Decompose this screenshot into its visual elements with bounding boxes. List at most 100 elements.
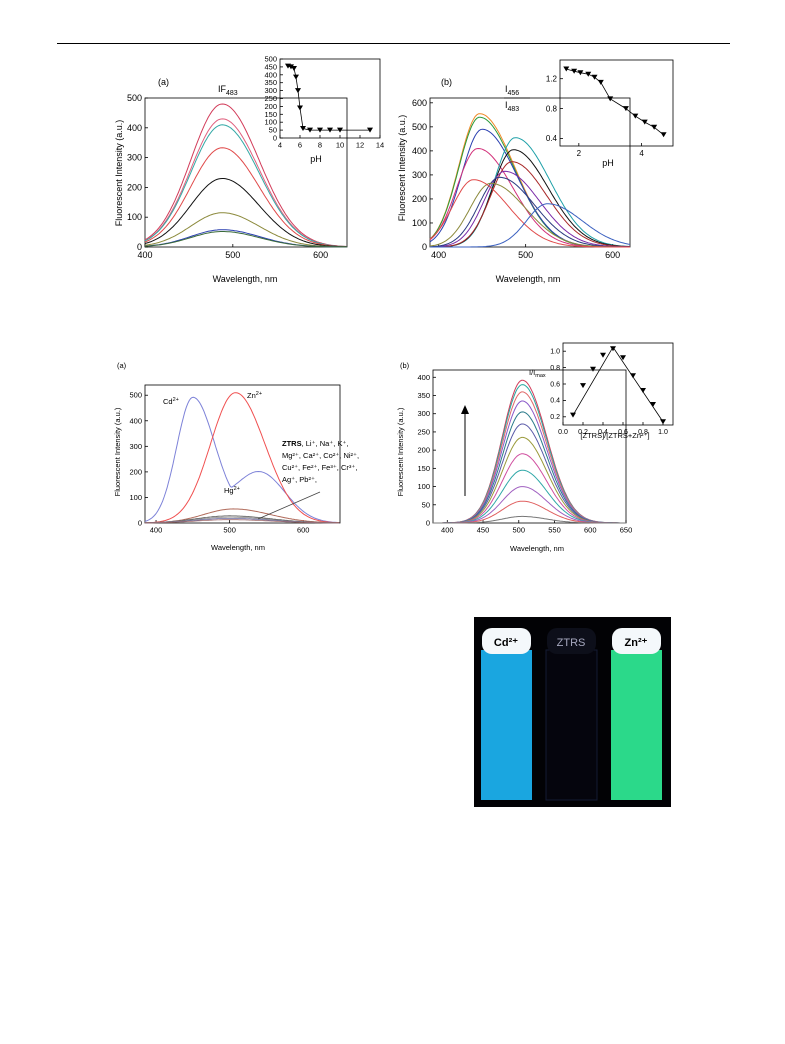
fig1a-inset-point [307,127,313,133]
fig1b-xtick-label: 600 [605,250,620,260]
fig1b-inset-num-sub: 456 [508,90,520,97]
fig1b-inset-point [632,113,639,119]
fig1a-series-line [144,103,348,247]
fig2a-ytick-label: 300 [129,442,142,451]
fig1a-inset-label-main: IF [218,84,227,94]
fig1a-inset-point [293,74,299,80]
fig1b-plot: 400 500 600 0 100 200 300 400 500 600 [412,97,631,260]
fig2b-inset-xlabel: [ZTRS]/[ZTRS+Zn²⁺] [580,431,649,440]
fig2b-series-line [433,400,626,524]
fig1b-inset-point [597,79,604,85]
fig1b-series-line [429,179,630,248]
fig2b-inset-xtick-label: 0.6 [618,429,628,436]
fig2a-ytick-label: 100 [129,493,142,502]
fig1b-inset-xtick-label: 4 [639,149,644,158]
fig1b-ytick-label: 600 [412,98,427,108]
fig1a-inset-label-sub: 483 [226,90,238,97]
fig1b-inset-point [651,124,658,130]
fig2b-inset-ylabel-main: I/I [529,368,535,377]
fig1a-series-line [144,147,348,248]
fig1a-xtick-label: 500 [225,250,240,260]
fig2a-ion-list-1: ZTRS, Li⁺, Na⁺, K⁺, [282,439,348,448]
fig1a-xtick-label: 600 [313,250,328,260]
fig2b-inset-ytick-label: 0.4 [550,398,560,405]
fig2a-hg-annotation: Hg2+ [224,486,240,495]
fig1a-inset-xtick-label: 14 [376,141,384,150]
fig2b-series-line [433,391,626,524]
fig1b-series-line [429,170,630,248]
fig2b-ytick-label: 300 [417,409,430,418]
fig2b-panel: (b) Fluorescent Intensity (a.u.) Wavelen… [396,342,674,553]
cuvette-cd [481,650,532,800]
fig1b-inset-den-main: I [505,100,508,110]
fig1b-label: (b) [441,77,452,87]
fig1a-xlabel: Wavelength, nm [213,274,278,284]
fig2b-ylabel: Fluorescent Intensity (a.u.) [396,407,405,496]
fig1b-inset-xtick-label: 2 [577,149,582,158]
fig1b-inset-point [641,119,648,125]
fig1b-series-line [429,182,630,248]
fig2b-inset-point [610,346,616,352]
fig1a-inset-ytick-label: 200 [264,102,277,111]
fig1a-inset-point [327,127,333,133]
fig1a-inset-xtick-label: 4 [278,141,282,150]
fig2a-ion-list-3: Cu²⁺, Fe²⁺, Fe³⁺, Cr³⁺, [282,463,357,472]
fig1a-series-line [144,124,348,248]
fig1b-inset-point [660,132,667,138]
fig1b-inset-ytick-label: 0.4 [546,134,558,143]
fig1b-inset-point [591,74,598,80]
fig1b-xtick-label: 400 [431,250,446,260]
fig1a-inset-xtick-label: 6 [298,141,302,150]
fig1b-xlabel: Wavelength, nm [496,274,561,284]
cuvette-cd-cap [482,628,531,654]
fig1b-series-line [429,176,630,248]
fig2b-ytick-label: 250 [417,427,430,436]
fig2b-inset-xtick-label: 0.2 [578,429,588,436]
fig2a-cd-text: Cd [163,397,173,406]
fig2b-ytick-label: 50 [422,500,430,509]
fig1b-ytick-label: 0 [422,242,427,252]
fig2a-ion-list-1-rest: , Li⁺, Na⁺, K⁺, [302,439,349,448]
fig2a-ion-list-4: Ag⁺, Pb²⁺, [282,475,317,484]
fig2b-inset-point [600,352,606,358]
fig1b-series-line [429,161,630,248]
fig2b-series-line [433,469,626,524]
fig2b-inset: 0.0 0.2 0.4 0.6 0.8 1.0 0.2 0.4 0.6 0.8 1.0 [550,342,674,436]
fig1b-inset-point [622,106,629,112]
fig1b-inset-ytick-label: 1.2 [546,74,558,83]
fig1b-inset-frame [559,59,674,147]
fig2b-frame [432,369,627,524]
fig1a-ytick-label: 100 [127,212,142,222]
cuvette-zn [611,650,662,800]
fig1a-inset-ytick-label: 300 [264,86,277,95]
fig2a-pointer-line [257,491,321,520]
fig1a-inset-xtick-label: 8 [318,141,322,150]
fig2b-series-line [433,436,626,524]
fig2a-label: (a) [117,361,127,370]
fig2b-label: (b) [400,361,410,370]
fig2b-inset-point [570,412,576,418]
fig1b-inset-point [577,70,584,76]
cuvette-zn-cap [612,628,661,654]
fig2a-xtick-label: 500 [223,526,236,535]
fig1b-ytick-label: 300 [412,170,427,180]
fig1a-inset-point [317,127,323,133]
fig1a-inset-ytick-label: 100 [264,118,277,127]
fig2b-inset-point [650,402,656,407]
fig1a-ylabel: Fluorescent Intensity (a.u.) [114,120,124,227]
fig2b-series-line [433,486,626,524]
fig1a-ytick-label: 200 [127,182,142,192]
fig1a-inset-point [300,126,306,132]
fig2a-xtick-label: 600 [297,526,310,535]
fig2a-series-other [145,519,340,524]
fig2b-xtick-label: 600 [584,526,597,535]
fig2a-zn-sup: 2+ [256,391,262,397]
fig2b-xtick-label: 450 [477,526,490,535]
fig2b-inset-xtick-label: 0.8 [638,429,648,436]
fig2a-zn-text: Zn [247,391,256,400]
fig1a-inset-ytick-label: 0 [273,134,277,143]
fig1a-inset-label: IF483 [218,84,238,97]
fig1b-inset-point [607,96,614,102]
photo-label-ztrs: ZTRS [557,637,586,649]
fig1a-inset-point [291,65,297,71]
